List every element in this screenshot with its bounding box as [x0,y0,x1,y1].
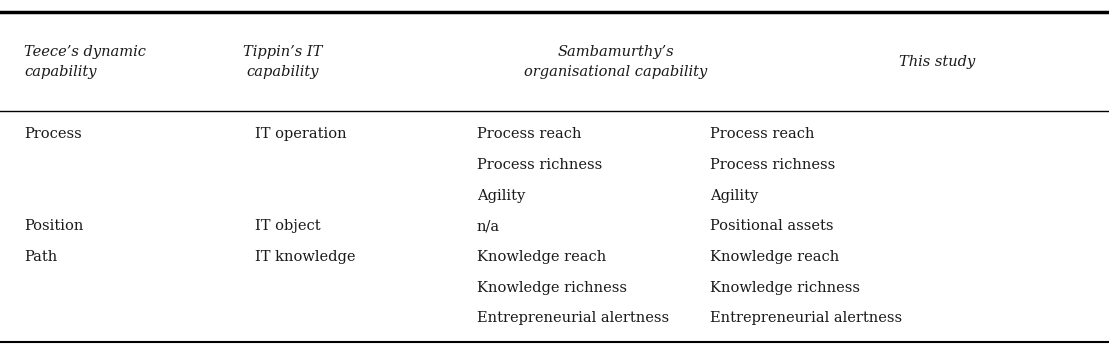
Text: Agility: Agility [477,189,526,203]
Text: Path: Path [24,250,58,264]
Text: Entrepreneurial alertness: Entrepreneurial alertness [710,311,902,325]
Text: Teece’s dynamic
capability: Teece’s dynamic capability [24,45,146,78]
Text: Entrepreneurial alertness: Entrepreneurial alertness [477,311,669,325]
Text: Process richness: Process richness [477,158,602,172]
Text: Knowledge reach: Knowledge reach [710,250,840,264]
Text: Agility: Agility [710,189,759,203]
Text: Knowledge reach: Knowledge reach [477,250,607,264]
Text: Process reach: Process reach [710,127,814,141]
Text: Positional assets: Positional assets [710,219,833,233]
Text: n/a: n/a [477,219,500,233]
Text: Sambamurthy’s
organisational capability: Sambamurthy’s organisational capability [523,45,708,78]
Text: Process: Process [24,127,82,141]
Text: Knowledge richness: Knowledge richness [477,281,627,295]
Text: This study: This study [899,55,975,69]
Text: Tippin’s IT
capability: Tippin’s IT capability [243,45,323,78]
Text: Position: Position [24,219,84,233]
Text: IT object: IT object [255,219,321,233]
Text: Process reach: Process reach [477,127,581,141]
Text: Process richness: Process richness [710,158,835,172]
Text: IT knowledge: IT knowledge [255,250,356,264]
Text: IT operation: IT operation [255,127,347,141]
Text: Knowledge richness: Knowledge richness [710,281,859,295]
